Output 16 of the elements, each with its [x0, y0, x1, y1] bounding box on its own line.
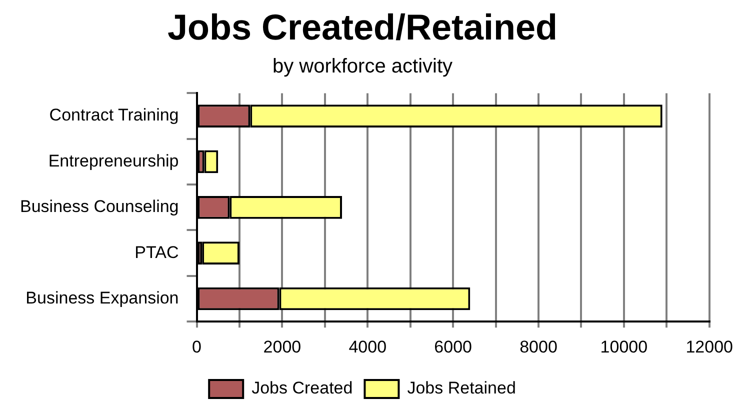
- legend-label: Jobs Retained: [407, 378, 516, 398]
- y-tick-label: Business Expansion: [26, 288, 179, 308]
- x-tick-label: 0: [192, 337, 202, 356]
- x-tick-label: 8000: [520, 337, 558, 356]
- legend-label: Jobs Created: [252, 378, 353, 398]
- x-tick-label: 12000: [686, 337, 734, 356]
- y-tick-label: Business Counseling: [20, 197, 179, 216]
- x-tick-label: 4000: [348, 337, 387, 356]
- y-tick-label: Entrepreneurship: [48, 151, 179, 170]
- chart-title: Jobs Created/Retained: [167, 6, 558, 48]
- x-tick-label: 6000: [434, 337, 472, 356]
- x-tick-label: 10000: [600, 337, 648, 356]
- x-tick-label: 2000: [263, 337, 302, 356]
- y-tick-label: Contract Training: [49, 106, 179, 125]
- chart-subtitle: by workforce activity: [272, 56, 453, 78]
- y-tick-label: PTAC: [134, 242, 179, 262]
